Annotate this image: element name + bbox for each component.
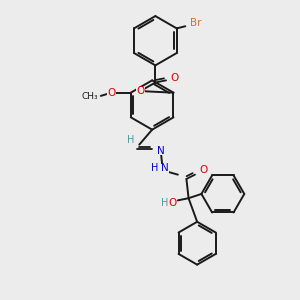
Text: N: N — [157, 146, 165, 156]
Bar — [170, 74, 179, 82]
Text: O: O — [136, 86, 145, 96]
Text: Br: Br — [190, 18, 202, 28]
Bar — [168, 198, 177, 207]
Text: O: O — [107, 88, 116, 98]
Text: H: H — [161, 197, 169, 208]
Text: N: N — [161, 163, 169, 173]
Bar — [156, 147, 165, 155]
Bar — [136, 87, 145, 95]
Text: O: O — [168, 197, 177, 208]
Text: H: H — [151, 163, 158, 173]
Text: O: O — [200, 165, 208, 176]
Text: H: H — [127, 135, 134, 146]
Bar — [161, 164, 169, 172]
Bar — [199, 166, 208, 175]
Text: O: O — [170, 73, 179, 83]
Bar — [107, 88, 116, 97]
Text: CH₃: CH₃ — [82, 92, 98, 101]
